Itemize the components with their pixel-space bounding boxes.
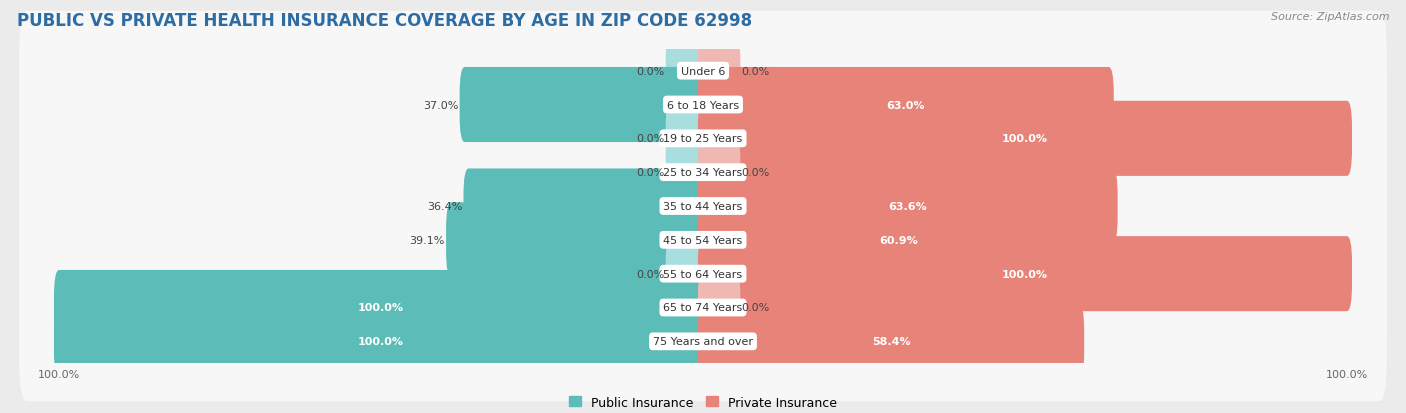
FancyBboxPatch shape bbox=[697, 34, 741, 109]
Text: 6 to 18 Years: 6 to 18 Years bbox=[666, 100, 740, 110]
FancyBboxPatch shape bbox=[53, 304, 709, 379]
Text: 25 to 34 Years: 25 to 34 Years bbox=[664, 168, 742, 178]
FancyBboxPatch shape bbox=[464, 169, 709, 244]
FancyBboxPatch shape bbox=[665, 102, 709, 176]
FancyBboxPatch shape bbox=[20, 45, 1386, 165]
FancyBboxPatch shape bbox=[446, 203, 709, 278]
Text: 0.0%: 0.0% bbox=[741, 303, 770, 313]
FancyBboxPatch shape bbox=[20, 113, 1386, 233]
Text: 100.0%: 100.0% bbox=[1002, 269, 1047, 279]
FancyBboxPatch shape bbox=[665, 135, 709, 210]
FancyBboxPatch shape bbox=[697, 169, 1118, 244]
FancyBboxPatch shape bbox=[20, 147, 1386, 266]
Text: 55 to 64 Years: 55 to 64 Years bbox=[664, 269, 742, 279]
Text: 35 to 44 Years: 35 to 44 Years bbox=[664, 202, 742, 211]
FancyBboxPatch shape bbox=[53, 270, 709, 345]
FancyBboxPatch shape bbox=[697, 102, 1353, 176]
FancyBboxPatch shape bbox=[20, 282, 1386, 401]
FancyBboxPatch shape bbox=[697, 68, 1114, 143]
Text: 63.0%: 63.0% bbox=[887, 100, 925, 110]
Text: 75 Years and over: 75 Years and over bbox=[652, 337, 754, 347]
Text: 37.0%: 37.0% bbox=[423, 100, 458, 110]
Text: 39.1%: 39.1% bbox=[409, 235, 444, 245]
FancyBboxPatch shape bbox=[460, 68, 709, 143]
Text: 36.4%: 36.4% bbox=[427, 202, 463, 211]
Text: Source: ZipAtlas.com: Source: ZipAtlas.com bbox=[1271, 12, 1389, 22]
Text: 0.0%: 0.0% bbox=[636, 66, 665, 76]
Text: 0.0%: 0.0% bbox=[636, 168, 665, 178]
FancyBboxPatch shape bbox=[697, 135, 741, 210]
FancyBboxPatch shape bbox=[20, 248, 1386, 368]
FancyBboxPatch shape bbox=[665, 237, 709, 311]
Text: 0.0%: 0.0% bbox=[636, 269, 665, 279]
Text: 60.9%: 60.9% bbox=[880, 235, 918, 245]
Text: 58.4%: 58.4% bbox=[872, 337, 910, 347]
FancyBboxPatch shape bbox=[20, 214, 1386, 334]
Text: 100.0%: 100.0% bbox=[359, 337, 404, 347]
Text: 0.0%: 0.0% bbox=[741, 168, 770, 178]
Text: 45 to 54 Years: 45 to 54 Years bbox=[664, 235, 742, 245]
FancyBboxPatch shape bbox=[20, 12, 1386, 131]
Text: PUBLIC VS PRIVATE HEALTH INSURANCE COVERAGE BY AGE IN ZIP CODE 62998: PUBLIC VS PRIVATE HEALTH INSURANCE COVER… bbox=[17, 12, 752, 30]
Text: Under 6: Under 6 bbox=[681, 66, 725, 76]
Text: 0.0%: 0.0% bbox=[741, 66, 770, 76]
FancyBboxPatch shape bbox=[20, 180, 1386, 300]
FancyBboxPatch shape bbox=[697, 237, 1353, 311]
FancyBboxPatch shape bbox=[697, 203, 1101, 278]
Text: 100.0%: 100.0% bbox=[359, 303, 404, 313]
FancyBboxPatch shape bbox=[665, 34, 709, 109]
Text: 0.0%: 0.0% bbox=[636, 134, 665, 144]
Legend: Public Insurance, Private Insurance: Public Insurance, Private Insurance bbox=[564, 391, 842, 413]
FancyBboxPatch shape bbox=[697, 304, 1084, 379]
Text: 63.6%: 63.6% bbox=[889, 202, 927, 211]
FancyBboxPatch shape bbox=[697, 270, 741, 345]
FancyBboxPatch shape bbox=[20, 79, 1386, 199]
Text: 65 to 74 Years: 65 to 74 Years bbox=[664, 303, 742, 313]
Text: 19 to 25 Years: 19 to 25 Years bbox=[664, 134, 742, 144]
Text: 100.0%: 100.0% bbox=[1002, 134, 1047, 144]
